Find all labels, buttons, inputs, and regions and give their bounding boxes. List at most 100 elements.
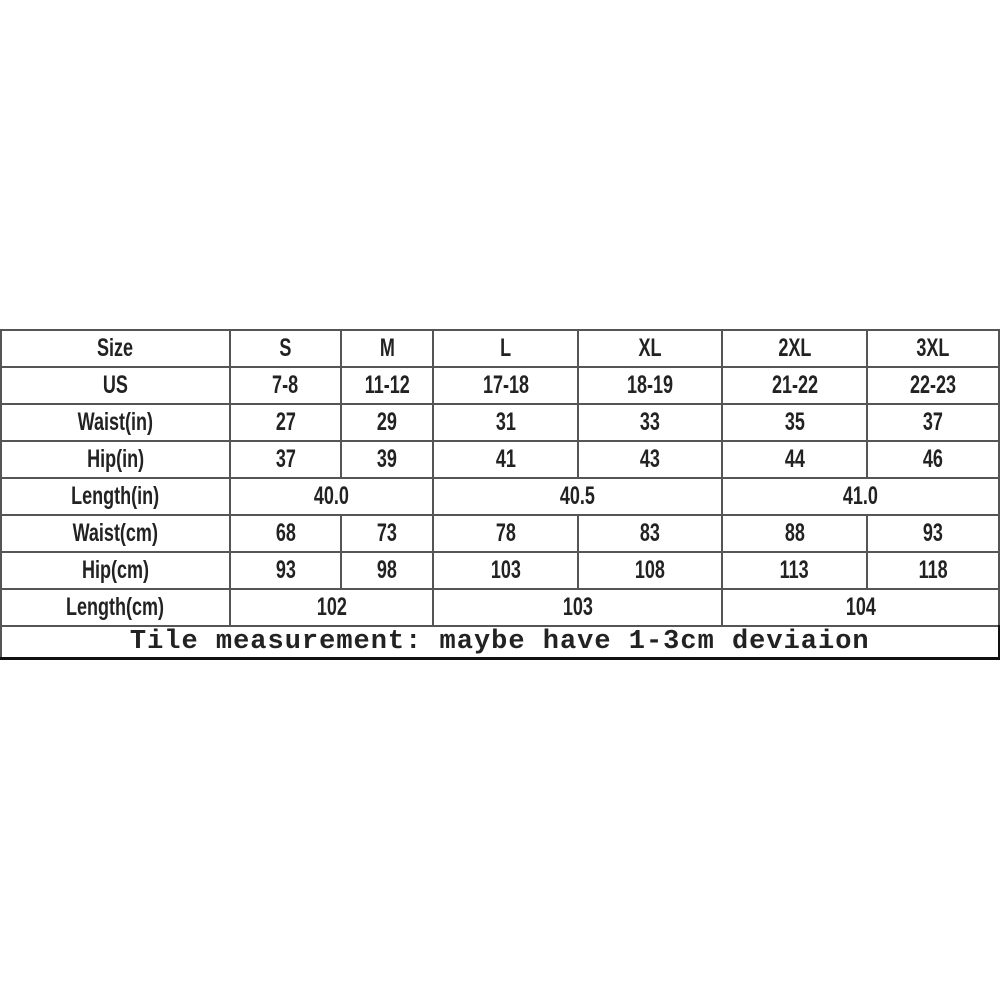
size-header-cell-text: 3XL xyxy=(916,334,950,362)
row-label-text: Length(in) xyxy=(71,482,160,510)
table-cell-text: 44 xyxy=(784,445,805,473)
size-header-cell-text: S xyxy=(279,334,292,362)
table-cell-text: 88 xyxy=(784,519,805,547)
table-cell-text: 41 xyxy=(495,445,516,473)
table-cell: 102 xyxy=(229,588,434,627)
table-cell-text: 102 xyxy=(316,593,347,621)
table-cell-text: 103 xyxy=(490,556,521,584)
table-cell: 88 xyxy=(721,514,868,553)
size-header-cell-text: XL xyxy=(638,334,662,362)
table-cell: 41.0 xyxy=(721,477,1000,516)
table-cell-text: 46 xyxy=(922,445,944,473)
table-cell: 78 xyxy=(432,514,579,553)
table-row: Length(in) 40.0 40.5 41.0 xyxy=(0,477,1000,516)
table-cell: 73 xyxy=(340,514,434,553)
table-cell: 31 xyxy=(432,403,579,442)
row-label-text: Length(cm) xyxy=(66,593,165,621)
table-cell-text: 93 xyxy=(275,556,296,584)
table-cell-text: 118 xyxy=(918,556,948,584)
table-cell-text: 73 xyxy=(376,519,398,547)
row-label-text: US xyxy=(102,371,128,399)
table-cell-text: 103 xyxy=(562,593,593,621)
row-label: Hip(cm) xyxy=(0,551,231,590)
table-cell: 103 xyxy=(432,551,579,590)
table-cell: 41 xyxy=(432,440,579,479)
row-label: Length(cm) xyxy=(0,588,231,627)
table-cell: 37 xyxy=(866,403,1000,442)
size-header-cell-text: M xyxy=(379,334,395,362)
size-header-cell: L xyxy=(432,329,579,368)
table-cell-text: 40.5 xyxy=(559,482,596,510)
row-label-text: Hip(in) xyxy=(87,445,144,473)
table-cell: 40.0 xyxy=(229,477,434,516)
table-cell-text: 7-8 xyxy=(272,371,299,399)
row-label: Length(in) xyxy=(0,477,231,516)
table-cell: 37 xyxy=(229,440,342,479)
table-cell: 46 xyxy=(866,440,1000,479)
table-cell: 104 xyxy=(721,588,1000,627)
table-cell-text: 39 xyxy=(376,445,398,473)
size-header-cell: S xyxy=(229,329,342,368)
table-cell-text: 37 xyxy=(275,445,296,473)
table-cell-text: 41.0 xyxy=(842,482,879,510)
row-label: Size xyxy=(0,329,231,368)
table-cell-text: 93 xyxy=(922,519,944,547)
row-label-text: Waist(cm) xyxy=(72,519,159,547)
measurement-note-text: Tile measurement: maybe have 1-3cm devia… xyxy=(129,627,870,657)
row-label: Waist(in) xyxy=(0,403,231,442)
table-cell-text: 43 xyxy=(639,445,661,473)
size-header-cell-text: L xyxy=(499,334,512,362)
table-cell: 21-22 xyxy=(721,366,868,405)
size-header-cell: XL xyxy=(577,329,723,368)
table-cell-text: 68 xyxy=(275,519,296,547)
table-cell-text: 83 xyxy=(639,519,661,547)
table-cell-text: 35 xyxy=(784,408,805,436)
table-cell: 29 xyxy=(340,403,434,442)
table-row: Hip(in) 37 39 41 43 44 46 xyxy=(0,440,1000,479)
table-cell-text: 98 xyxy=(376,556,398,584)
size-header-cell: M xyxy=(340,329,434,368)
table-cell: 11-12 xyxy=(340,366,434,405)
table-cell: 103 xyxy=(432,588,723,627)
table-cell-text: 21-22 xyxy=(771,371,818,399)
table-cell-text: 108 xyxy=(634,556,666,584)
table-cell: 68 xyxy=(229,514,342,553)
row-label: US xyxy=(0,366,231,405)
table-cell-text: 37 xyxy=(922,408,944,436)
table-cell: 83 xyxy=(577,514,723,553)
table-row: Waist(cm) 68 73 78 83 88 93 xyxy=(0,514,1000,553)
table-cell: 43 xyxy=(577,440,723,479)
row-label: Waist(cm) xyxy=(0,514,231,553)
row-label-text: Size xyxy=(97,334,134,362)
table-cell: 33 xyxy=(577,403,723,442)
table-cell-text: 17-18 xyxy=(482,371,529,399)
note-row: Tile measurement: maybe have 1-3cm devia… xyxy=(0,625,1000,660)
table-cell-text: 29 xyxy=(376,408,398,436)
row-label-text: Waist(in) xyxy=(77,408,154,436)
size-header-cell: 3XL xyxy=(866,329,1000,368)
table-cell-text: 18-19 xyxy=(626,371,674,399)
size-header-cell-text: 2XL xyxy=(777,334,812,362)
table-cell-text: 104 xyxy=(845,593,876,621)
table-cell-text: 27 xyxy=(275,408,296,436)
table-cell: 27 xyxy=(229,403,342,442)
table-cell-text: 40.0 xyxy=(313,482,350,510)
table-cell: 44 xyxy=(721,440,868,479)
table-cell: 7-8 xyxy=(229,366,342,405)
table-cell: 40.5 xyxy=(432,477,723,516)
size-chart-table: Size S M L XL 2XL 3XL US 7-8 11-12 17-18 18-19 21-22… xyxy=(0,329,1000,660)
table-cell: 35 xyxy=(721,403,868,442)
table-cell: 93 xyxy=(229,551,342,590)
table-cell: 108 xyxy=(577,551,723,590)
table-cell-text: 11-12 xyxy=(364,371,410,399)
table-row: US 7-8 11-12 17-18 18-19 21-22 22-23 xyxy=(0,366,1000,405)
table-cell: 93 xyxy=(866,514,1000,553)
row-label-text: Hip(cm) xyxy=(81,556,150,584)
table-cell-text: 31 xyxy=(495,408,516,436)
size-header-cell: 2XL xyxy=(721,329,868,368)
table-cell: 113 xyxy=(721,551,868,590)
table-cell-text: 78 xyxy=(495,519,516,547)
table-row: Hip(cm) 93 98 103 108 113 118 xyxy=(0,551,1000,590)
table-cell-text: 113 xyxy=(779,556,810,584)
table-cell: 17-18 xyxy=(432,366,579,405)
